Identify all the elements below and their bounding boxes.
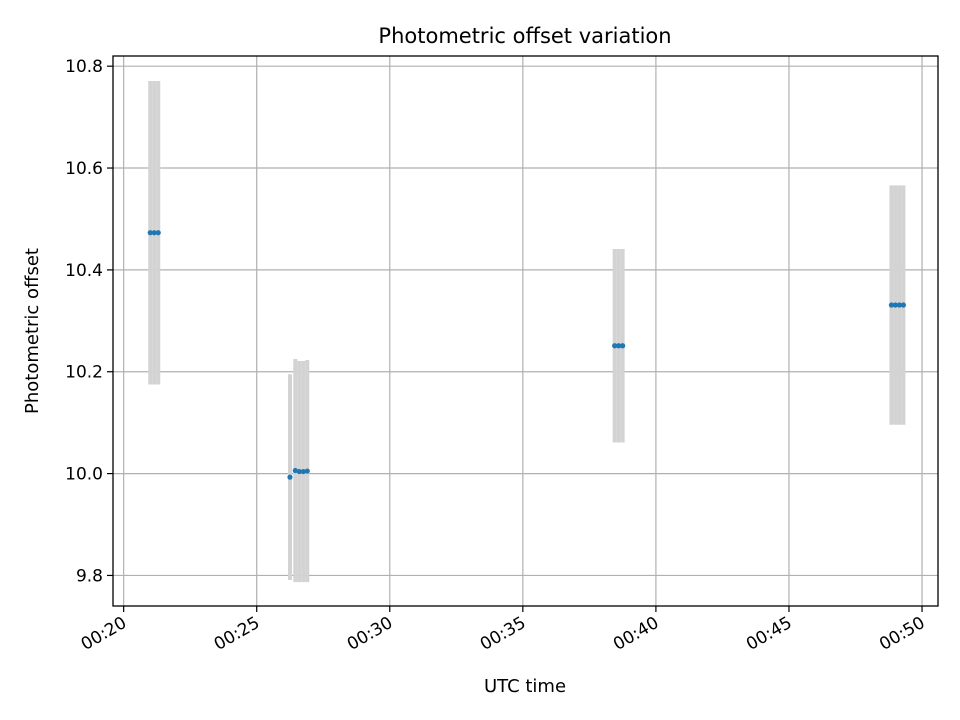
y-tick-label: 10.0 [65, 465, 103, 485]
data-point [151, 230, 157, 236]
data-point [616, 343, 622, 349]
y-tick-label: 10.8 [65, 57, 103, 77]
y-tick-label: 9.8 [76, 566, 103, 586]
data-point [300, 468, 306, 475]
data-point [155, 230, 161, 236]
data-point [296, 468, 302, 475]
y-tick-label: 10.4 [65, 261, 103, 281]
data-point [292, 467, 298, 474]
axes-frame [112, 55, 939, 607]
data-points [147, 230, 907, 480]
data-point [900, 302, 907, 308]
chart-title: Photometric offset variation [378, 24, 671, 48]
data-point [620, 343, 626, 349]
y-axis-label: Photometric offset [22, 248, 43, 414]
x-axis-label: UTC time [484, 676, 566, 697]
data-point [147, 230, 153, 236]
data-point [612, 343, 618, 349]
y-tick-label: 10.2 [65, 363, 103, 383]
data-point [888, 302, 895, 308]
data-point [892, 302, 899, 308]
data-point [896, 302, 903, 308]
y-tick-label: 10.6 [65, 159, 103, 179]
data-point [287, 474, 293, 480]
y-axis-ticks: 9.8 10.0 10.2 10.4 10.6 10.8 [65, 57, 113, 586]
grid [113, 56, 938, 606]
data-point [304, 468, 310, 474]
